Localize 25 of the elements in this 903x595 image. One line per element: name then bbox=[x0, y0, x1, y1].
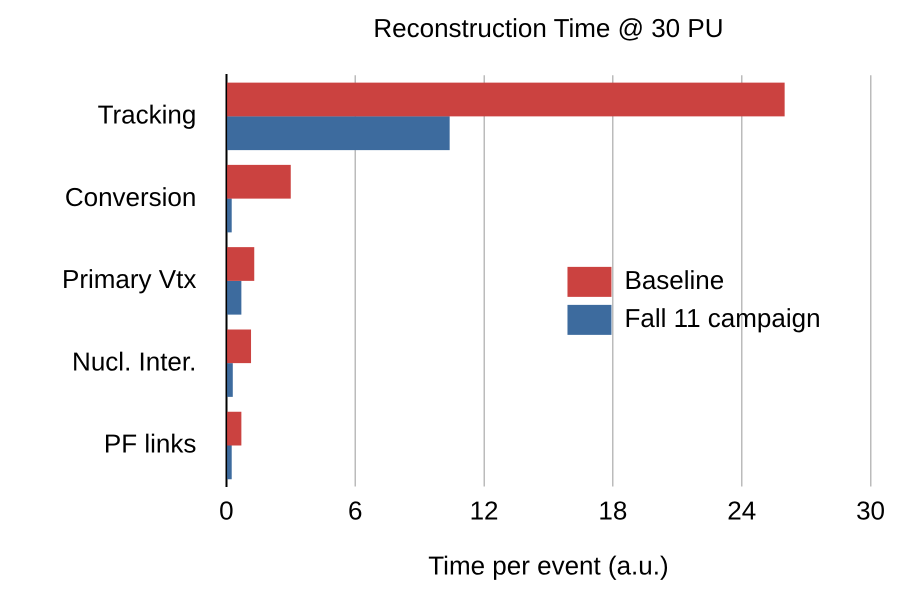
x-axis-title: Time per event (a.u.) bbox=[428, 550, 669, 581]
y-tick-label: Conversion bbox=[64, 182, 196, 212]
bar bbox=[227, 164, 291, 199]
bar bbox=[227, 445, 232, 480]
y-tick-label: PF links bbox=[104, 428, 196, 459]
chart-title: Reconstruction Time @ 30 PU bbox=[373, 12, 724, 43]
bar bbox=[227, 412, 242, 446]
bar bbox=[227, 363, 233, 397]
legend-label: Baseline bbox=[624, 265, 724, 296]
y-tick-label: Tracking bbox=[98, 100, 196, 130]
y-tick-label: Nucl. Inter. bbox=[72, 346, 196, 376]
x-tick-label: 12 bbox=[470, 495, 498, 526]
bar bbox=[227, 198, 232, 232]
bar bbox=[227, 280, 242, 315]
bar bbox=[227, 329, 252, 364]
x-tick-label: 24 bbox=[727, 495, 756, 526]
y-tick-label: Primary Vtx bbox=[62, 264, 196, 294]
bar bbox=[227, 82, 785, 116]
x-tick-label: 18 bbox=[598, 495, 628, 526]
bar bbox=[227, 116, 450, 150]
bar bbox=[227, 247, 254, 281]
x-tick-label: 6 bbox=[348, 495, 362, 526]
x-tick-label: 30 bbox=[856, 495, 885, 526]
legend-label: Fall 11 campaign bbox=[624, 303, 821, 334]
x-tick-label: 0 bbox=[219, 495, 234, 526]
